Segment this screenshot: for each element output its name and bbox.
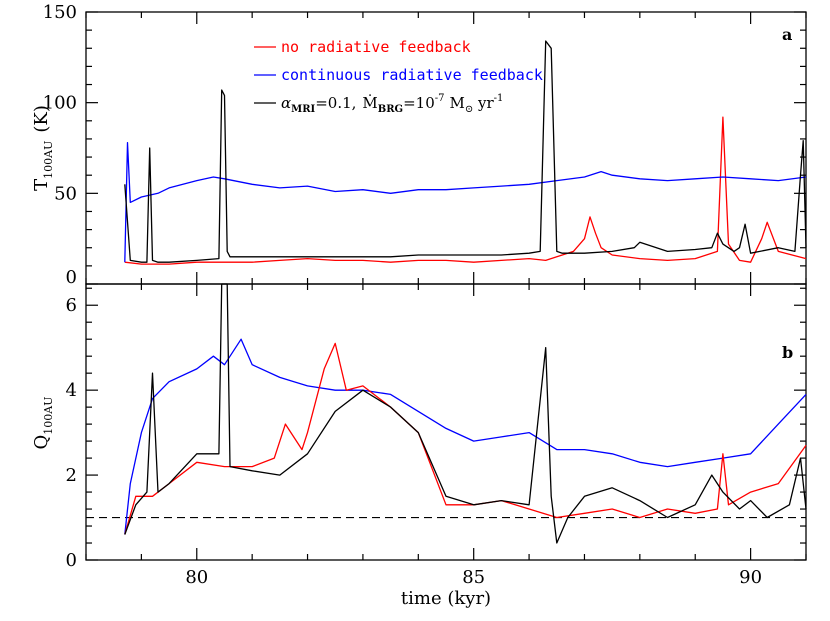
svg-text:T100AU(K): T100AU (K) — [31, 105, 55, 191]
y-tick-label-b: 6 — [66, 295, 77, 316]
legend-msun-sub: ⊙ — [465, 104, 473, 115]
y-tick-label-a: 150 — [43, 2, 77, 23]
panel-b-ylabel-sub: 100AU — [42, 397, 55, 435]
series-line-b-black — [124, 283, 807, 544]
legend-alpha-val: =0.1, — [315, 94, 356, 112]
y-tick-label-a: 0 — [66, 267, 77, 288]
legend-alpha-sub: MRI — [291, 104, 315, 115]
series-line-b-blue — [124, 338, 807, 535]
legend-label-blue: continuous radiative feedback — [281, 66, 543, 84]
legend-mdot-exp: -7 — [435, 93, 445, 104]
panel-b-frame — [85, 283, 807, 561]
legend-unit: yr — [473, 94, 494, 112]
panel-b-ylabel-main: Q — [31, 435, 52, 450]
y-tick-label-b: 2 — [66, 465, 77, 486]
panel-b-letter: b — [782, 343, 793, 362]
panel-b-ylabel: Q100AU — [31, 397, 55, 450]
legend-unit-exp: -1 — [494, 93, 504, 104]
legend-msun: M — [449, 94, 464, 112]
legend-mdot: Ṁ — [362, 94, 377, 112]
panel-a-series — [124, 40, 807, 265]
panel-a-ticks: 0 50 100 150 — [43, 2, 807, 288]
panel-b-ticks: 0 2 4 6 80 85 90 — [66, 284, 807, 588]
svg-text:Q100AU: Q100AU — [31, 397, 55, 450]
panel-b-series — [124, 283, 807, 544]
panel-a-ylabel-unit: (K) — [31, 105, 52, 133]
x-axis-title: time (kyr) — [401, 588, 491, 609]
panel-a-ylabel-main: T — [31, 179, 52, 191]
panel-a: 0 50 100 150 a T100AU (K) no radiative feedb… — [31, 2, 807, 288]
series-line-b-red — [124, 342, 807, 535]
panel-a-ylabel-sub: 100AU — [42, 141, 55, 179]
x-tick-label: 80 — [185, 567, 208, 588]
y-tick-label-b: 4 — [66, 380, 77, 401]
series-line-a-blue — [124, 141, 807, 263]
legend-mdot-sub: BRG — [378, 104, 403, 115]
legend-alpha: α — [281, 94, 291, 112]
panel-b: 0 2 4 6 80 85 90 b Q100AU time (kyr) — [31, 283, 807, 609]
y-tick-label-b: 0 — [66, 550, 77, 571]
legend-label-black: αMRI=0.1, ṀBRG=10-7 M⊙ yr-1 — [281, 93, 503, 115]
x-tick-label: 90 — [739, 567, 762, 588]
panel-a-ylabel: T100AU (K) — [31, 105, 55, 191]
series-line-a-red — [124, 116, 807, 265]
legend-mdot-val: =10 — [403, 94, 435, 112]
x-tick-label: 85 — [462, 567, 485, 588]
legend: no radiative feedback continuous radiati… — [254, 38, 543, 115]
series-line-a-black — [124, 40, 807, 263]
panel-a-letter: a — [782, 25, 792, 44]
y-tick-label-a: 100 — [43, 93, 77, 114]
y-tick-label-a: 50 — [54, 183, 77, 204]
legend-label-red: no radiative feedback — [281, 38, 471, 56]
